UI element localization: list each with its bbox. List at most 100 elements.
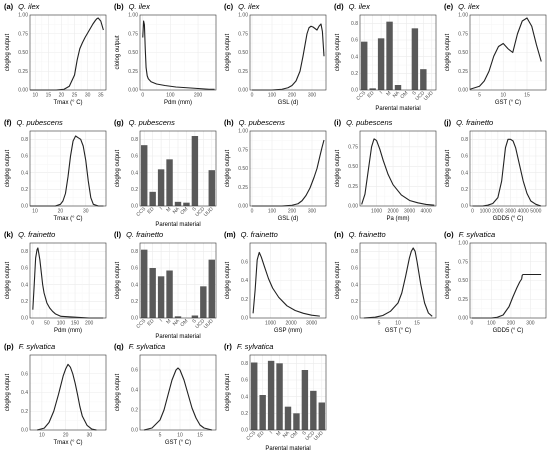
x-tick-label: 0 xyxy=(251,93,254,99)
y-axis-label: cloglog output xyxy=(335,149,341,187)
x-tick-label: 4000 xyxy=(421,209,432,215)
bar-I xyxy=(157,276,165,318)
panel-letter: (d) xyxy=(334,2,344,11)
x-tick-label: 0 xyxy=(31,321,34,327)
y-axis-label: cloglog output xyxy=(335,33,341,71)
y-tick-label: 0.00 xyxy=(238,88,248,94)
y-tick-label: 0.6 xyxy=(131,154,138,160)
y-tick-label: 0.50 xyxy=(128,50,138,56)
x-tick-label: 30 xyxy=(85,93,91,99)
panel-title: (g) Q. pubescens xyxy=(114,118,175,127)
panel-title: (i) Q. pubescens xyxy=(334,118,393,127)
panel-letter: (l) xyxy=(114,230,122,239)
y-tick-label: 0.75 xyxy=(238,31,248,37)
y-tick-label: 0.0 xyxy=(131,316,138,322)
x-tick-label: 5 xyxy=(478,93,481,99)
y-tick-label: 0.6 xyxy=(131,368,138,374)
x-axis-label: Parental material xyxy=(375,106,420,112)
response-curve xyxy=(469,17,542,90)
x-tick-label: 35 xyxy=(98,93,104,99)
y-tick-label: 0.50 xyxy=(458,50,468,56)
y-tick-label: 0.2 xyxy=(241,411,248,417)
x-tick-label: 3000 xyxy=(505,209,516,215)
y-tick-label: 0.75 xyxy=(458,31,468,37)
x-tick-label: 200 xyxy=(507,321,516,327)
panel-letter: (m) xyxy=(224,230,236,239)
bar-ED xyxy=(369,88,376,90)
y-tick-label: 1.00 xyxy=(238,13,248,19)
species-name: Q. ilex xyxy=(18,2,40,11)
plot-frame xyxy=(29,130,107,207)
panel-letter: (p) xyxy=(4,342,14,351)
y-axis-label: cloglog output xyxy=(225,261,231,299)
species-name: Q. frainetto xyxy=(241,230,278,239)
y-tick-label: 0.75 xyxy=(348,144,358,150)
x-tick-label: I xyxy=(269,430,274,435)
plot-frame xyxy=(469,130,547,207)
plot-frame xyxy=(469,14,547,91)
x-tick-label: 150 xyxy=(71,321,80,327)
y-tick-label: 0.50 xyxy=(238,166,248,172)
panel-letter: (i) xyxy=(334,118,342,127)
bar-UCD xyxy=(420,69,427,90)
y-tick-label: 0.00 xyxy=(458,88,468,94)
bar-UCD xyxy=(310,390,317,430)
species-name: F. sylvatica xyxy=(459,230,496,239)
y-tick-label: 0.2 xyxy=(21,187,28,193)
plot-frame xyxy=(359,14,437,91)
y-tick-label: 0.4 xyxy=(131,282,138,288)
y-tick-label: 1.00 xyxy=(18,13,28,19)
species-name: F. sylvatica xyxy=(237,342,274,351)
x-tick-label: 4000 xyxy=(518,209,529,215)
y-tick-label: 0.6 xyxy=(461,154,468,160)
panel-letter: (e) xyxy=(444,2,454,11)
x-tick-label: 200 xyxy=(194,93,203,99)
x-tick-label: S xyxy=(411,90,418,97)
x-axis-label: GSL (d) xyxy=(278,216,299,222)
x-tick-label: 200 xyxy=(288,93,297,99)
plot-frame xyxy=(249,242,327,319)
bar-OM xyxy=(293,413,300,430)
y-tick-label: 0.4 xyxy=(21,282,28,288)
y-tick-label: 0.8 xyxy=(21,137,28,143)
y-tick-label: 0.2 xyxy=(351,299,358,305)
x-tick-label: 10 xyxy=(177,433,183,439)
bar-M xyxy=(386,21,393,91)
y-tick-label: 0.8 xyxy=(461,137,468,143)
species-name: F. sylvatica xyxy=(19,342,56,351)
x-axis-label: GSP (mm) xyxy=(274,328,302,334)
y-tick-label: 0.25 xyxy=(238,185,248,191)
response-curve xyxy=(252,23,325,91)
y-tick-label: 0.0 xyxy=(21,428,28,434)
x-tick-label: 10 xyxy=(39,433,45,439)
species-name: Q. frainetto xyxy=(349,230,386,239)
bar-S xyxy=(411,28,419,90)
x-tick-label: NA xyxy=(392,90,402,100)
y-axis-label: cloglog output xyxy=(5,373,11,411)
x-axis-label: Parental material xyxy=(265,446,310,452)
x-axis-label: Pa (mm) xyxy=(387,216,410,222)
x-tick-label: I xyxy=(379,90,384,95)
x-tick-label: 200 xyxy=(85,321,94,327)
response-curve xyxy=(32,247,104,319)
species-name: Q. pubescens xyxy=(346,118,393,127)
bar-I xyxy=(157,169,165,206)
y-axis-label: cloglog output xyxy=(5,149,11,187)
plot-frame xyxy=(29,354,107,431)
y-tick-label: 0.8 xyxy=(131,137,138,143)
x-tick-label: 10 xyxy=(500,93,506,99)
panel-c: (c) Q. ilex 0.00 0.25 0.50 0.75 1.00 0 100 200 300… xyxy=(224,2,327,106)
plot-frame xyxy=(29,242,107,319)
x-tick-label: 15 xyxy=(524,93,530,99)
response-curve xyxy=(361,138,435,206)
x-tick-label: OM xyxy=(179,206,189,216)
y-tick-label: 0.0 xyxy=(461,204,468,210)
bar-ED xyxy=(259,395,266,430)
x-axis-label: Parental material xyxy=(155,334,200,340)
x-axis-label: Parental material xyxy=(155,222,200,228)
x-tick-label: 20 xyxy=(59,93,65,99)
bar-CCS xyxy=(361,41,368,90)
